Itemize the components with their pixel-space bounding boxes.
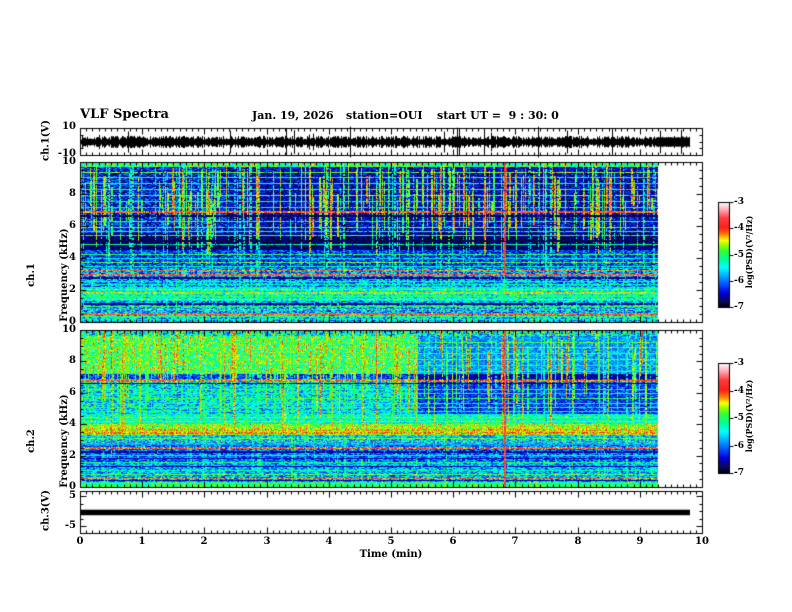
ch1f-axis-label-line1: ch.1 <box>26 263 37 287</box>
colorbar1-tick-label: -3 <box>734 197 744 207</box>
ch1f-tick-label: 10 <box>62 156 76 167</box>
time-axis-label: Time (min) <box>359 549 423 560</box>
time-tick-label: 7 <box>511 536 519 547</box>
header-start-ut: start UT = 9 : 30: 0 <box>437 109 559 122</box>
ch1f-tick-label: 6 <box>69 220 76 231</box>
time-tick-label: 9 <box>636 536 644 547</box>
colorbar2-tick-label: -6 <box>734 441 744 451</box>
page-title: VLF Spectra <box>80 107 169 122</box>
ch3v-tick-label: -5 <box>64 520 76 531</box>
ch2f-tick-label: 2 <box>69 450 76 461</box>
ch3v-axis-label: ch.3(V) <box>40 489 52 532</box>
time-tick-label: 2 <box>200 536 208 547</box>
time-tick-label: 5 <box>387 536 395 547</box>
ch2f-tick-label: 0 <box>69 481 76 492</box>
header-date: Jan. 19, 2026 <box>252 109 334 122</box>
colorbar2-tick-label: -4 <box>734 386 744 396</box>
ch1v-tick-label: 10 <box>62 121 76 132</box>
time-tick-label: 4 <box>325 536 333 547</box>
ch2f-tick-label: 10 <box>62 324 76 335</box>
time-tick-label: 8 <box>574 536 582 547</box>
colorbar1-tick-label: -7 <box>734 302 744 312</box>
ch3v-tick-label: 5 <box>69 490 76 501</box>
header-station: station=OUI <box>346 109 423 122</box>
ch1f-tick-label: 0 <box>69 316 76 327</box>
ch2f-tick-label: 6 <box>69 387 76 398</box>
ch1f-tick-label: 8 <box>69 188 76 199</box>
time-tick-label: 6 <box>449 536 457 547</box>
ch1v-tick-label: -10 <box>57 148 76 159</box>
ch1f-axis-label: ch.1 Frequency (kHz) <box>4 215 92 335</box>
ch2f-axis-label-line1: ch.2 <box>26 429 37 453</box>
time-tick-label: 0 <box>76 536 84 547</box>
colorbar1-tick-label: -6 <box>734 276 744 286</box>
time-tick-label: 3 <box>263 536 271 547</box>
ch1f-tick-label: 4 <box>69 252 76 263</box>
colorbar2-tick-label: -5 <box>734 413 744 423</box>
time-tick-label: 1 <box>138 536 146 547</box>
ch2f-tick-label: 8 <box>69 355 76 366</box>
ch2f-tick-label: 4 <box>69 418 76 429</box>
ch1v-axis-label: ch.1(V) <box>40 119 52 162</box>
ch1f-tick-label: 2 <box>69 284 76 295</box>
colorbar1-tick-label: -5 <box>734 250 744 260</box>
colorbar2-tick-label: -3 <box>734 358 744 368</box>
colorbar1-tick-label: -4 <box>734 223 744 233</box>
time-tick-label: 10 <box>695 536 709 547</box>
colorbar2-tick-label: -7 <box>734 468 744 478</box>
